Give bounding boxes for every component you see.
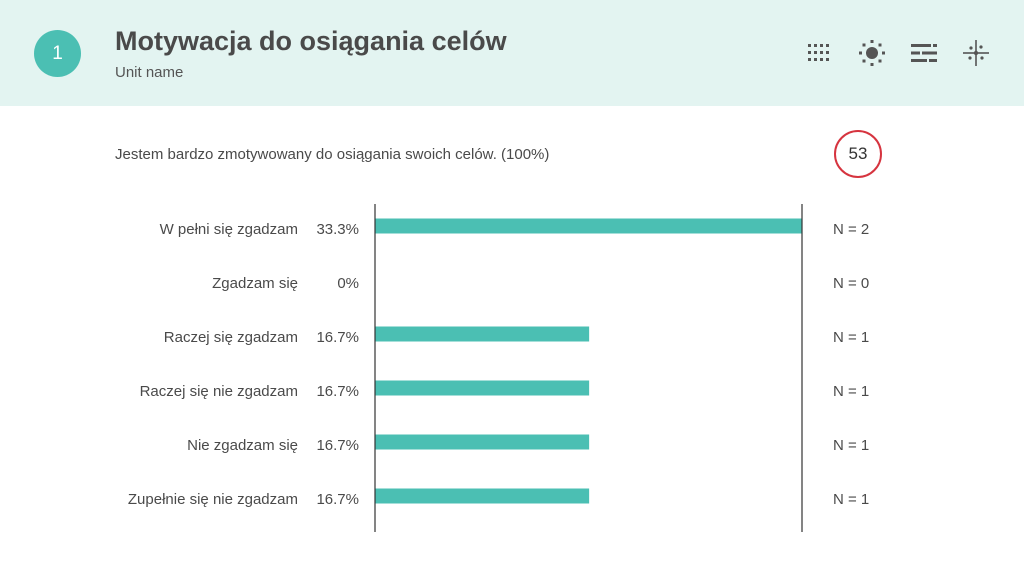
n-label: N = 1	[833, 383, 869, 400]
sun-icon[interactable]	[857, 38, 887, 68]
unit-name: Unit name	[115, 64, 184, 81]
category-label: Zupełnie się nie zgadzam	[128, 491, 298, 508]
bar-3	[375, 380, 590, 396]
category-label: W pełni się zgadzam	[160, 221, 298, 238]
category-label: Nie zgadzam się	[187, 437, 298, 454]
page-title: Motywacja do osiągania celów	[115, 26, 507, 56]
category-label: Raczej się nie zgadzam	[140, 383, 298, 400]
response-count-badge: 53	[834, 130, 882, 178]
n-label: N = 2	[833, 221, 869, 238]
n-label: N = 1	[833, 329, 869, 346]
category-label: Zgadzam się	[212, 275, 298, 292]
n-label: N = 0	[833, 275, 869, 292]
bars-icon[interactable]	[909, 38, 939, 68]
category-label: Raczej się zgadzam	[164, 329, 298, 346]
bar-5	[375, 488, 590, 504]
n-label: N = 1	[833, 491, 869, 508]
header-bar: 1 Motywacja do osiągania celów Unit name	[0, 0, 1024, 106]
percent-label: 16.7%	[316, 437, 359, 454]
question-text: Jestem bardzo zmotywowany do osiągania s…	[115, 146, 550, 163]
bar-4	[375, 434, 590, 450]
percent-label: 16.7%	[316, 491, 359, 508]
n-label: N = 1	[833, 437, 869, 454]
percent-label: 16.7%	[316, 383, 359, 400]
question-number-badge: 1	[34, 30, 81, 77]
bar-2	[375, 326, 590, 342]
percent-label: 33.3%	[316, 221, 359, 238]
sparkle-cross-icon[interactable]	[961, 38, 991, 68]
bar-0	[375, 218, 802, 234]
percent-label: 16.7%	[316, 329, 359, 346]
percent-label: 0%	[337, 275, 359, 292]
dot-grid-icon[interactable]	[805, 38, 835, 68]
